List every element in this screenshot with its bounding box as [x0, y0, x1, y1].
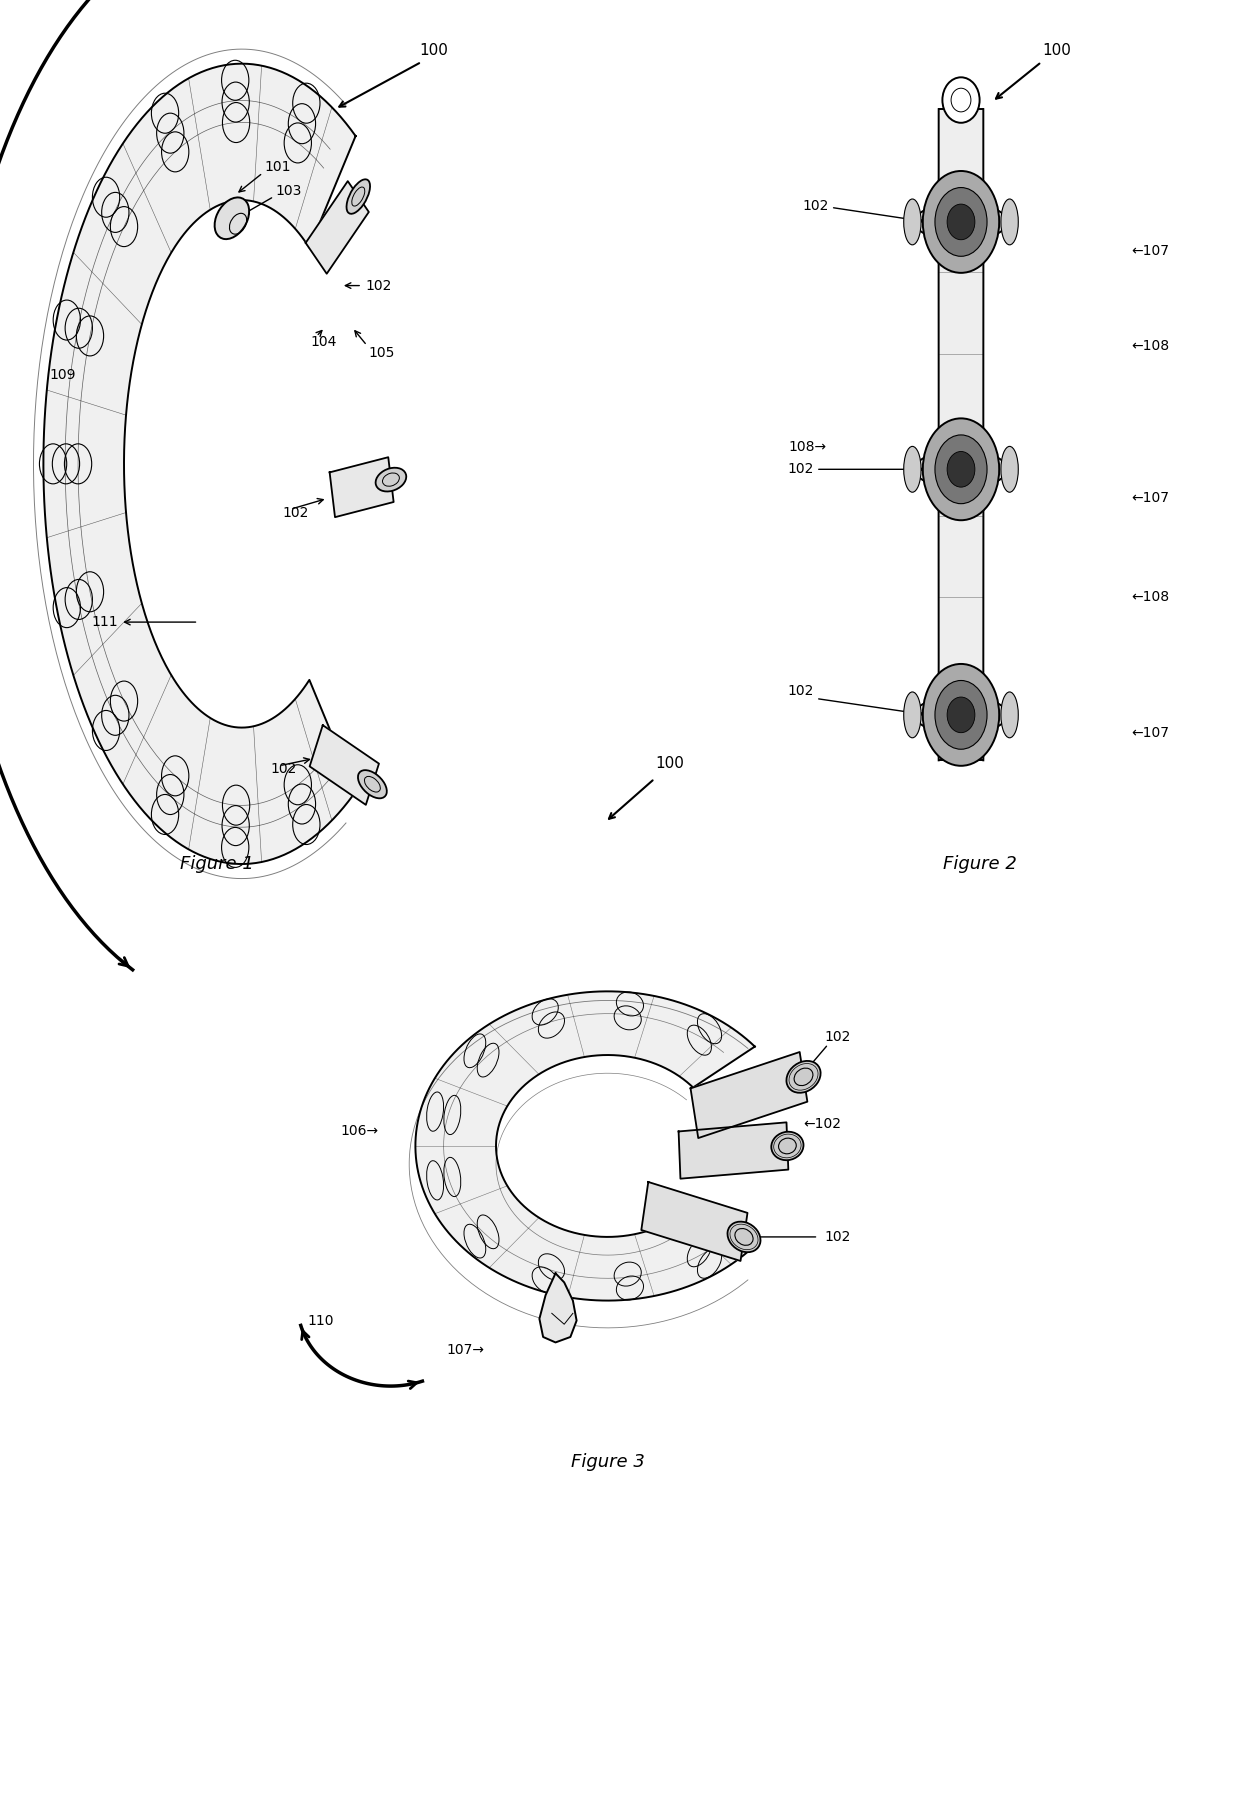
- Polygon shape: [691, 1051, 807, 1139]
- Ellipse shape: [904, 691, 921, 739]
- Ellipse shape: [923, 418, 999, 520]
- Ellipse shape: [728, 1222, 760, 1251]
- Ellipse shape: [947, 204, 975, 240]
- Text: 102: 102: [270, 762, 296, 777]
- Text: 102: 102: [825, 1030, 851, 1044]
- Ellipse shape: [1001, 446, 1018, 493]
- Ellipse shape: [935, 680, 987, 749]
- Ellipse shape: [376, 467, 407, 491]
- Text: 107→: 107→: [446, 1342, 485, 1357]
- Ellipse shape: [1001, 691, 1018, 739]
- Text: Figure 3: Figure 3: [570, 1453, 645, 1472]
- Text: 108→: 108→: [789, 440, 827, 455]
- Text: ←107: ←107: [1131, 244, 1169, 258]
- Text: 110: 110: [308, 1313, 334, 1328]
- Ellipse shape: [935, 435, 987, 504]
- Polygon shape: [641, 1182, 748, 1261]
- Ellipse shape: [935, 187, 987, 256]
- Text: 105: 105: [368, 346, 394, 360]
- Text: ←108: ←108: [1131, 589, 1169, 604]
- Text: 102: 102: [825, 1230, 851, 1244]
- Text: 106→: 106→: [340, 1124, 378, 1139]
- Ellipse shape: [904, 198, 921, 246]
- Polygon shape: [310, 726, 379, 804]
- Text: 102: 102: [283, 506, 309, 520]
- Text: 103: 103: [275, 184, 301, 198]
- Polygon shape: [678, 1122, 789, 1179]
- Text: 102: 102: [802, 198, 828, 213]
- Ellipse shape: [358, 769, 387, 799]
- Ellipse shape: [942, 78, 980, 124]
- Text: 102: 102: [787, 684, 813, 698]
- Ellipse shape: [1001, 198, 1018, 246]
- Text: 102: 102: [787, 462, 813, 477]
- Text: 109: 109: [50, 367, 76, 382]
- Polygon shape: [415, 991, 755, 1301]
- Text: ←108: ←108: [1131, 338, 1169, 353]
- Text: Figure 2: Figure 2: [942, 855, 1017, 873]
- Text: ←102: ←102: [804, 1117, 842, 1131]
- Text: 102: 102: [366, 278, 392, 293]
- Text: 101: 101: [264, 160, 290, 175]
- Text: 111: 111: [92, 615, 118, 629]
- Ellipse shape: [923, 664, 999, 766]
- Text: 104: 104: [310, 335, 336, 349]
- Text: 100: 100: [419, 44, 449, 58]
- Ellipse shape: [904, 446, 921, 493]
- Text: Figure 1: Figure 1: [180, 855, 254, 873]
- Ellipse shape: [771, 1131, 804, 1161]
- Polygon shape: [330, 457, 393, 517]
- Polygon shape: [43, 64, 356, 864]
- Ellipse shape: [786, 1060, 821, 1093]
- Polygon shape: [911, 109, 1011, 760]
- Text: 100: 100: [655, 757, 684, 771]
- Ellipse shape: [215, 198, 249, 238]
- Ellipse shape: [947, 697, 975, 733]
- Text: ←107: ←107: [1131, 726, 1169, 740]
- Polygon shape: [539, 1273, 577, 1342]
- Ellipse shape: [923, 171, 999, 273]
- Text: ←107: ←107: [1131, 491, 1169, 506]
- Polygon shape: [306, 182, 368, 273]
- Ellipse shape: [947, 451, 975, 487]
- Ellipse shape: [346, 180, 370, 215]
- Text: 100: 100: [1042, 44, 1071, 58]
